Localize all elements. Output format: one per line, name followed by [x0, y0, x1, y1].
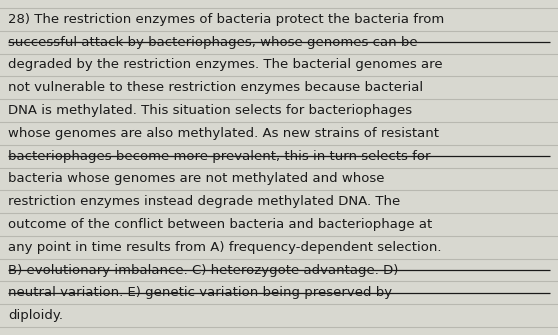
- Text: any point in time results from A) frequency-dependent selection.: any point in time results from A) freque…: [8, 241, 441, 254]
- Text: bacteria whose genomes are not methylated and whose: bacteria whose genomes are not methylate…: [8, 173, 384, 185]
- Text: bacteriophages become more prevalent, this in turn selects for: bacteriophages become more prevalent, th…: [8, 150, 431, 162]
- Text: outcome of the conflict between bacteria and bacteriophage at: outcome of the conflict between bacteria…: [8, 218, 432, 231]
- Text: successful attack by bacteriophages, whose genomes can be: successful attack by bacteriophages, who…: [8, 36, 417, 49]
- Text: whose genomes are also methylated. As new strains of resistant: whose genomes are also methylated. As ne…: [8, 127, 439, 140]
- Text: degraded by the restriction enzymes. The bacterial genomes are: degraded by the restriction enzymes. The…: [8, 59, 442, 71]
- Text: B) evolutionary imbalance. C) heterozygote advantage. D): B) evolutionary imbalance. C) heterozygo…: [8, 264, 398, 276]
- Text: 28) The restriction enzymes of bacteria protect the bacteria from: 28) The restriction enzymes of bacteria …: [8, 13, 444, 26]
- Text: DNA is methylated. This situation selects for bacteriophages: DNA is methylated. This situation select…: [8, 104, 412, 117]
- Text: neutral variation. E) genetic variation being preserved by: neutral variation. E) genetic variation …: [8, 286, 392, 299]
- Text: not vulnerable to these restriction enzymes because bacterial: not vulnerable to these restriction enzy…: [8, 81, 423, 94]
- Text: diploidy.: diploidy.: [8, 309, 63, 322]
- Text: restriction enzymes instead degrade methylated DNA. The: restriction enzymes instead degrade meth…: [8, 195, 400, 208]
